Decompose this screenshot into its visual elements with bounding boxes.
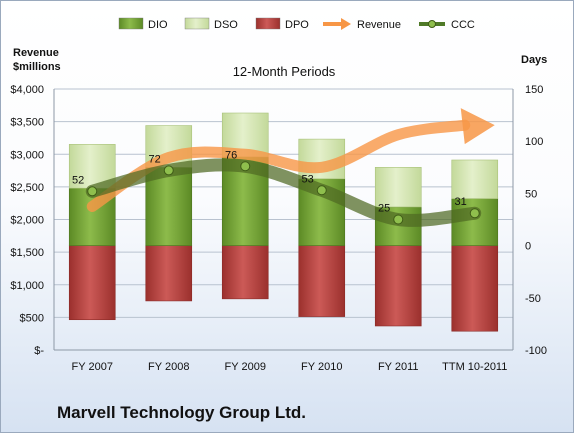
left-axis-label-line2: $millions <box>13 61 61 73</box>
bar-dso <box>451 159 499 199</box>
category-label: TTM 10-2011 <box>442 361 507 373</box>
right-tick-label: -100 <box>525 345 547 357</box>
legend-label-dso: DSO <box>214 19 238 31</box>
company-name: Marvell Technology Group Ltd. <box>57 403 307 422</box>
ccc-data-label: 31 <box>455 196 467 208</box>
left-tick-label: $1,000 <box>10 280 44 292</box>
category-label: FY 2010 <box>301 361 342 373</box>
ccc-data-label: 72 <box>149 153 161 165</box>
legend-arrow-icon <box>341 18 351 30</box>
bar-dpo <box>298 245 346 317</box>
bar-dpo <box>68 245 116 321</box>
ccc-data-label: 53 <box>302 173 314 185</box>
legend-swatch-dpo <box>255 17 281 30</box>
left-tick-label: $500 <box>20 312 44 324</box>
ccc-point <box>87 186 98 197</box>
ccc-data-label: 52 <box>72 174 84 186</box>
ccc-point <box>240 161 251 172</box>
legend-swatch-dio <box>118 17 144 30</box>
right-tick-label: 150 <box>525 84 543 96</box>
left-axis-label-line1: Revenue <box>13 47 59 59</box>
right-tick-label: 0 <box>525 241 531 253</box>
category-label: FY 2008 <box>148 361 189 373</box>
bar-dio <box>451 198 499 246</box>
right-tick-label: 50 <box>525 188 537 200</box>
ccc-point <box>163 165 174 176</box>
legend-label-dpo: DPO <box>285 19 309 31</box>
bar-dpo <box>451 245 499 332</box>
ccc-point <box>393 214 404 225</box>
legend-label-revenue: Revenue <box>357 19 401 31</box>
legend-swatch-dso <box>184 17 210 30</box>
ccc-point <box>316 185 327 196</box>
bar-dio <box>145 167 193 246</box>
bar-dpo <box>374 245 422 327</box>
left-tick-label: $2,000 <box>10 215 44 227</box>
legend-label-dio: DIO <box>148 19 168 31</box>
right-tick-label: -50 <box>525 293 541 305</box>
left-tick-label: $3,500 <box>10 117 44 129</box>
left-tick-label: $2,500 <box>10 182 44 194</box>
ccc-data-label: 76 <box>225 149 237 161</box>
legend-label-ccc: CCC <box>451 19 475 31</box>
ccc-data-label: 25 <box>378 203 390 215</box>
left-tick-label: $1,500 <box>10 247 44 259</box>
left-tick-label: $3,000 <box>10 149 44 161</box>
chart-title: 12-Month Periods <box>233 64 336 79</box>
bar-dpo <box>145 245 193 302</box>
category-label: FY 2007 <box>72 361 113 373</box>
legend-dot-icon <box>428 20 436 28</box>
bar-dso <box>374 167 422 208</box>
left-tick-label: $4,000 <box>10 84 44 96</box>
category-label: FY 2011 <box>378 361 419 373</box>
revenue-line <box>86 119 471 212</box>
revenue-arrowhead <box>460 108 495 145</box>
ccc-line <box>85 158 482 227</box>
bar-dpo <box>221 245 269 300</box>
ccc-point <box>469 208 480 219</box>
right-tick-label: 100 <box>525 136 543 148</box>
category-label: FY 2009 <box>225 361 266 373</box>
right-axis-label: Days <box>521 54 547 66</box>
left-tick-label: $- <box>34 345 44 357</box>
